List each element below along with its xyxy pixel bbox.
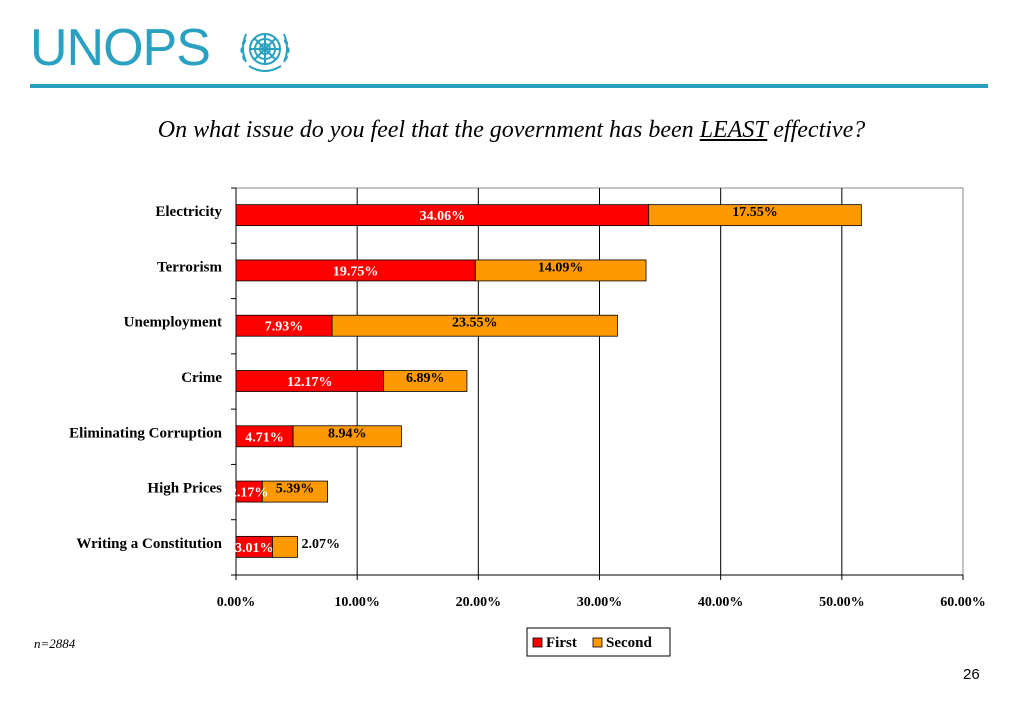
x-tick-label: 50.00%: [819, 595, 865, 610]
legend-label-second: Second: [606, 635, 653, 651]
data-label-first: 34.06%: [420, 209, 466, 224]
data-label-second: 8.94%: [328, 426, 367, 441]
bar-second: [272, 535, 298, 558]
x-tick-label: 60.00%: [940, 595, 986, 610]
data-label-first: 2.17%: [230, 486, 269, 501]
category-label: Unemployment: [124, 315, 222, 331]
title-suffix: effective?: [767, 117, 866, 143]
category-label: Terrorism: [157, 259, 222, 275]
category-label: Crime: [181, 370, 222, 386]
data-label-second: 6.89%: [406, 371, 445, 386]
category-label: Eliminating Corruption: [69, 425, 223, 441]
logo-text: UNOPS: [30, 19, 211, 77]
category-label: Electricity: [155, 204, 222, 220]
header-rule: [30, 84, 988, 88]
data-label-second: 5.39%: [276, 482, 315, 497]
bar-second: [383, 370, 468, 392]
data-label-second: 23.55%: [452, 316, 498, 331]
x-tick-label: 30.00%: [577, 595, 623, 610]
bar-second: [261, 480, 329, 503]
page-number: 26: [963, 666, 980, 683]
bar-second: [331, 314, 618, 337]
data-label-first: 4.71%: [245, 430, 284, 445]
data-label-first: 19.75%: [333, 264, 379, 279]
legend-label-first: First: [546, 635, 577, 651]
x-tick-label: 10.00%: [334, 595, 380, 610]
legend-swatch-first: [532, 637, 543, 648]
x-tick-label: 0.00%: [217, 595, 256, 610]
x-tick-label: 40.00%: [698, 595, 744, 610]
data-label-second: 2.07%: [302, 537, 341, 552]
category-label: High Prices: [147, 481, 222, 497]
chart-title: On what issue do you feel that the gover…: [0, 117, 1023, 144]
title-prefix: On what issue do you feel that the gover…: [157, 117, 700, 143]
x-tick-label: 20.00%: [456, 595, 502, 610]
bar-second: [292, 425, 402, 448]
data-label-first: 12.17%: [287, 375, 333, 390]
sample-size-note: n=2884: [34, 636, 76, 651]
bar-second: [474, 259, 647, 282]
data-label-first: 3.01%: [235, 541, 274, 556]
title-emphasis: LEAST: [699, 117, 768, 143]
data-label-second: 14.09%: [538, 260, 584, 275]
bar-second: [648, 204, 862, 227]
category-label: Writing a Constitution: [76, 536, 222, 552]
data-label-first: 7.93%: [265, 320, 304, 335]
legend-swatch-second: [592, 637, 603, 648]
data-label-second: 17.55%: [732, 205, 778, 220]
un-emblem-icon: [240, 33, 290, 72]
